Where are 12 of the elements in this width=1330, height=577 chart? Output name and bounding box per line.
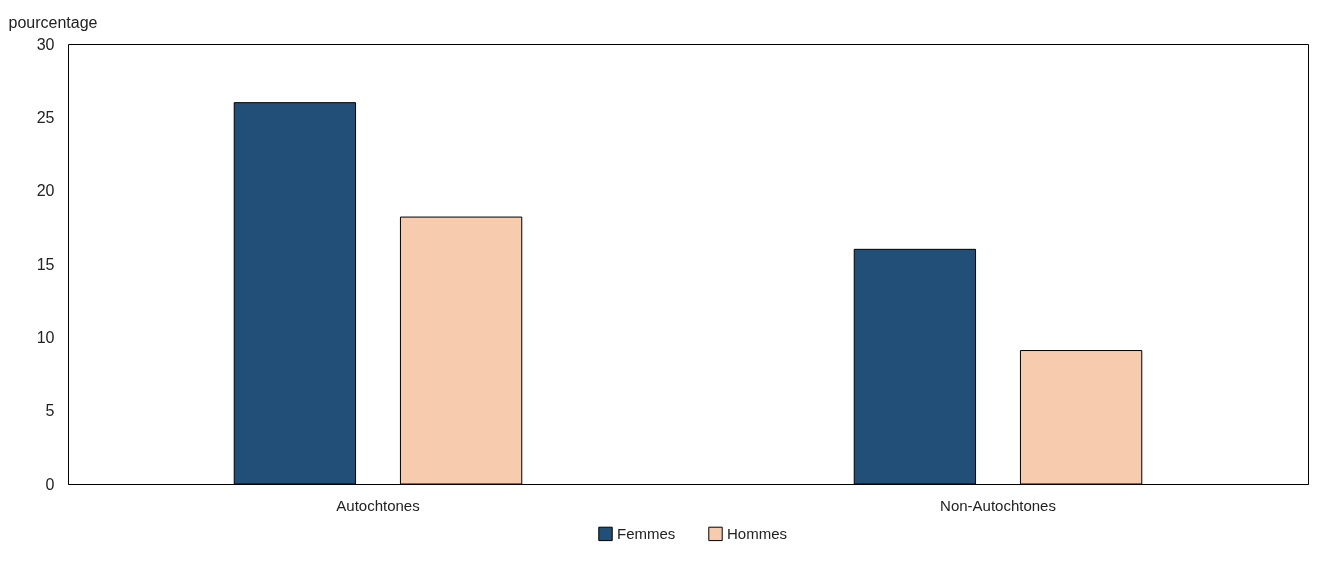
y-tick-label: 30: [36, 35, 55, 53]
x-tick-label: Non-Autochtones: [940, 496, 1056, 514]
y-tick-label: 15: [36, 255, 55, 273]
y-tick-label: 10: [36, 328, 55, 346]
y-tick-label: 25: [36, 108, 55, 126]
legend-label: Hommes: [727, 524, 788, 542]
legend-label: Femmes: [617, 524, 676, 542]
x-tick-label: Autochtones: [336, 496, 420, 514]
y-tick-label: 0: [45, 475, 55, 493]
y-axis-title: pourcentage: [8, 13, 98, 31]
y-tick-label: 5: [45, 402, 55, 420]
y-tick-label: 20: [36, 182, 55, 200]
